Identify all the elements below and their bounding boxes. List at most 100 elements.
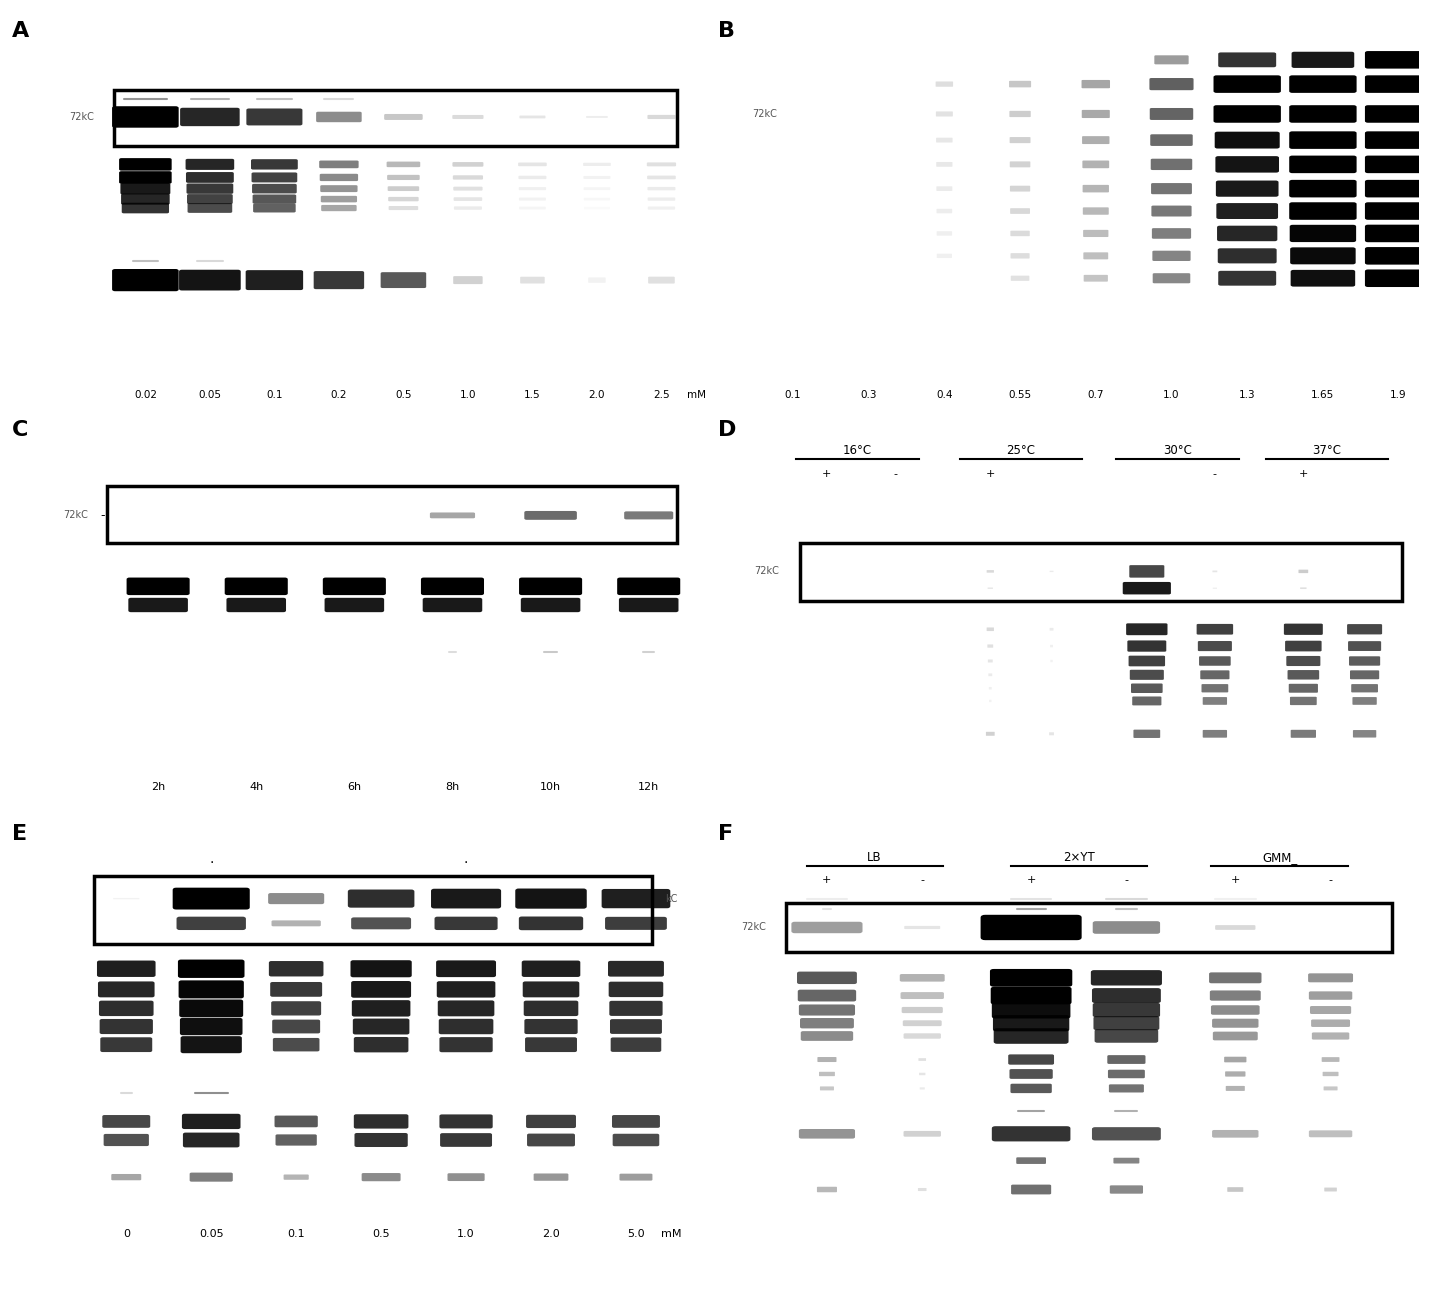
FancyBboxPatch shape [1109,1085,1144,1093]
FancyBboxPatch shape [269,962,323,976]
FancyBboxPatch shape [1211,990,1261,1001]
FancyBboxPatch shape [1350,671,1378,680]
Text: 2.0: 2.0 [542,1229,560,1239]
FancyBboxPatch shape [321,195,358,202]
Text: +: + [822,469,831,478]
FancyBboxPatch shape [649,276,675,283]
FancyBboxPatch shape [350,960,411,977]
FancyBboxPatch shape [610,1001,663,1017]
FancyBboxPatch shape [1009,161,1031,168]
FancyBboxPatch shape [1153,274,1190,283]
Text: E: E [12,824,26,845]
FancyBboxPatch shape [1151,206,1192,216]
FancyBboxPatch shape [989,686,992,689]
FancyBboxPatch shape [1350,656,1380,665]
FancyBboxPatch shape [1286,656,1321,665]
FancyBboxPatch shape [187,183,233,194]
FancyBboxPatch shape [353,1038,408,1052]
FancyBboxPatch shape [384,114,423,121]
FancyBboxPatch shape [180,1000,243,1017]
FancyBboxPatch shape [185,172,233,183]
FancyBboxPatch shape [1202,684,1228,693]
FancyBboxPatch shape [588,278,605,283]
Text: 0.3: 0.3 [860,390,877,401]
Text: 1.3: 1.3 [1239,390,1255,401]
Text: 1.0: 1.0 [458,1229,475,1239]
FancyBboxPatch shape [224,578,288,595]
FancyBboxPatch shape [1009,186,1030,191]
FancyBboxPatch shape [1215,132,1280,148]
FancyBboxPatch shape [1289,179,1357,198]
FancyBboxPatch shape [937,208,953,214]
FancyBboxPatch shape [1309,992,1352,1000]
FancyBboxPatch shape [919,1087,925,1090]
FancyBboxPatch shape [352,917,411,929]
FancyBboxPatch shape [352,1000,410,1017]
FancyBboxPatch shape [1290,730,1316,738]
FancyBboxPatch shape [986,732,995,736]
FancyBboxPatch shape [1287,669,1319,680]
FancyBboxPatch shape [185,159,235,170]
FancyBboxPatch shape [1114,1158,1140,1163]
FancyBboxPatch shape [608,960,665,977]
FancyBboxPatch shape [246,270,303,290]
FancyBboxPatch shape [610,1019,662,1034]
FancyBboxPatch shape [605,917,668,930]
FancyBboxPatch shape [251,160,298,169]
FancyBboxPatch shape [1108,1055,1145,1064]
FancyBboxPatch shape [1289,202,1357,220]
Text: -: - [101,508,106,521]
Text: 0.55: 0.55 [1008,390,1031,401]
FancyBboxPatch shape [180,270,240,291]
Text: 4h: 4h [249,782,264,793]
FancyBboxPatch shape [988,659,993,663]
FancyBboxPatch shape [453,176,484,179]
FancyBboxPatch shape [521,597,581,612]
FancyBboxPatch shape [190,1172,233,1182]
FancyBboxPatch shape [919,1073,925,1076]
FancyBboxPatch shape [1008,1055,1054,1065]
FancyBboxPatch shape [1011,1083,1051,1093]
FancyBboxPatch shape [1151,183,1192,194]
FancyBboxPatch shape [1109,1186,1142,1193]
FancyBboxPatch shape [601,889,670,908]
FancyBboxPatch shape [1213,1032,1258,1040]
FancyBboxPatch shape [453,207,482,210]
FancyBboxPatch shape [437,981,495,998]
FancyBboxPatch shape [1083,207,1109,215]
FancyBboxPatch shape [362,1172,401,1182]
FancyBboxPatch shape [904,1131,941,1137]
FancyBboxPatch shape [388,206,418,210]
FancyBboxPatch shape [520,115,546,118]
FancyBboxPatch shape [1218,249,1277,263]
FancyBboxPatch shape [275,1116,317,1128]
FancyBboxPatch shape [1197,641,1232,651]
FancyBboxPatch shape [1083,185,1109,193]
FancyBboxPatch shape [178,980,243,998]
FancyBboxPatch shape [1151,159,1192,170]
FancyBboxPatch shape [992,1002,1070,1018]
FancyBboxPatch shape [986,627,993,631]
FancyBboxPatch shape [1082,80,1111,88]
FancyBboxPatch shape [97,960,155,977]
Text: 0.05: 0.05 [198,390,222,401]
Text: 0.1: 0.1 [287,1229,306,1239]
FancyBboxPatch shape [620,1174,653,1180]
FancyBboxPatch shape [1213,105,1281,123]
FancyBboxPatch shape [453,186,482,191]
FancyBboxPatch shape [918,1188,927,1191]
FancyBboxPatch shape [993,1015,1069,1031]
FancyBboxPatch shape [100,1038,152,1052]
Text: 0.02: 0.02 [133,390,156,401]
FancyBboxPatch shape [608,981,663,997]
FancyBboxPatch shape [899,975,944,981]
FancyBboxPatch shape [434,917,498,930]
FancyBboxPatch shape [1050,571,1054,572]
FancyBboxPatch shape [1218,52,1276,67]
FancyBboxPatch shape [904,1034,941,1039]
FancyBboxPatch shape [268,893,324,904]
FancyBboxPatch shape [988,645,993,647]
FancyBboxPatch shape [1310,1019,1350,1027]
FancyBboxPatch shape [129,597,188,612]
FancyBboxPatch shape [1292,51,1354,68]
